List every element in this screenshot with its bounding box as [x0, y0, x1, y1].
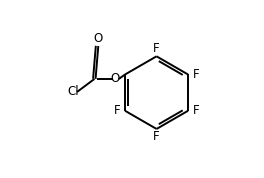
Text: O: O — [111, 72, 120, 85]
Text: Cl: Cl — [68, 85, 79, 98]
Text: F: F — [193, 104, 199, 117]
Text: F: F — [193, 68, 199, 81]
Text: O: O — [94, 32, 103, 45]
Text: F: F — [153, 130, 160, 143]
Text: F: F — [114, 104, 120, 117]
Text: F: F — [153, 42, 160, 55]
